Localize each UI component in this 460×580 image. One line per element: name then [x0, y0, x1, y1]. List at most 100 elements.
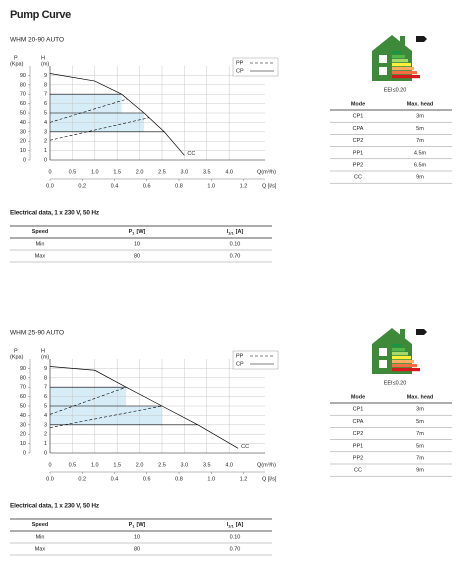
energy-bar: [392, 71, 417, 75]
y-tick-label: 0: [44, 450, 47, 456]
header-text: Speed: [32, 229, 49, 235]
x2-tick-label: 1.0: [207, 183, 215, 189]
table-cell: 0.10: [230, 241, 241, 247]
table-cell: 10: [134, 534, 140, 540]
y-tick-label: 9: [44, 73, 47, 79]
header-sub: 1/1: [228, 524, 234, 529]
x-tick-label: 0: [48, 169, 51, 175]
table-header: Mode: [351, 394, 365, 400]
table-cell: 6.5m: [414, 162, 427, 168]
y2-tick-label: 90: [20, 73, 26, 79]
energy-bar: [392, 368, 420, 372]
x-tick-label: 0: [48, 462, 51, 468]
chimney: [400, 329, 405, 338]
energy-bar: [392, 356, 411, 360]
x-tick-label: 2.5: [158, 169, 166, 175]
table-cell: 9m: [416, 468, 424, 474]
y2-tick-label: 20: [20, 432, 26, 438]
header-sub: 1: [132, 524, 135, 529]
table-cell: CP2: [353, 431, 364, 437]
table-cell: PP1: [353, 150, 363, 156]
window: [379, 360, 387, 368]
header-unit: [W]: [137, 229, 146, 235]
energy-bar: [392, 63, 411, 67]
x-axis-label: Q(m³/h): [257, 462, 276, 468]
y2-tick-label: 70: [20, 92, 26, 98]
y2-tick-label: 50: [20, 403, 26, 409]
pp-line: [49, 405, 163, 428]
table-cell: CPA: [353, 419, 364, 425]
window: [379, 348, 387, 356]
legend-box: [232, 350, 279, 370]
table-cell: 5m: [416, 126, 424, 132]
energy-bar: [392, 352, 408, 356]
table-cell: 7m: [416, 138, 424, 144]
x2-tick-label: 1.0: [207, 476, 215, 482]
y2-tick-label: 60: [20, 101, 26, 107]
x-axis-label: Q(m³/h): [257, 169, 276, 175]
table-header: Speed: [32, 522, 49, 528]
y-tick-label: 8: [44, 375, 47, 381]
energy-bar: [392, 360, 414, 364]
y-axis-label: H: [41, 348, 45, 354]
y2-axis-label: P: [14, 348, 18, 354]
y-tick-label: 7: [44, 92, 47, 98]
x2-tick-label: 0.6: [143, 183, 151, 189]
x-tick-label: 1.5: [113, 169, 121, 175]
y2-tick-label: 40: [20, 120, 26, 126]
section-heading: Electrical data, 1 x 230 V, 50 Hz: [10, 503, 100, 510]
x-tick-label: 2.5: [158, 462, 166, 468]
y-tick-label: 5: [44, 403, 47, 409]
table-cell: Max: [35, 253, 46, 259]
table-header: Max. head: [407, 101, 434, 107]
table-cell: CPA: [353, 126, 364, 132]
y2-tick-label: 30: [20, 422, 26, 428]
energy-bar: [392, 67, 414, 71]
y2-tick-label: 0: [23, 450, 26, 456]
x2-tick-label: 0.2: [78, 476, 86, 482]
x2-tick-label: 0.0: [46, 183, 54, 189]
header-text: I: [227, 522, 229, 528]
table-cell: 80: [134, 253, 140, 259]
y2-tick-label: 10: [20, 148, 26, 154]
y2-tick-label: 10: [20, 441, 26, 447]
y-tick-label: 9: [44, 366, 47, 372]
table-cell: 9m: [416, 175, 424, 181]
curve-label: CC: [241, 444, 249, 450]
y-tick-label: 1: [44, 148, 47, 154]
x-tick-label: 1.0: [91, 462, 99, 468]
y2-axis-label: P: [14, 55, 18, 61]
table-cell: 5m: [416, 419, 424, 425]
y-tick-label: 8: [44, 82, 47, 88]
table-cell: Min: [36, 241, 45, 247]
table-cell: 7m: [416, 431, 424, 437]
legend-label: PP: [236, 60, 244, 66]
x2-tick-label: 0.6: [143, 476, 151, 482]
y2-tick-label: 60: [20, 394, 26, 400]
table-cell: 80: [134, 546, 140, 552]
x2-tick-label: 1.2: [240, 476, 248, 482]
x2-tick-label: 0.4: [111, 476, 119, 482]
pp-line: [49, 98, 128, 123]
legend-label: CP: [236, 68, 244, 74]
table-header: Max. head: [407, 394, 434, 400]
table-header: P1 [W]: [129, 229, 146, 235]
energy-bar: [392, 75, 420, 79]
x-tick-label: 1.5: [113, 462, 121, 468]
energy-bar: [392, 59, 408, 63]
table-cell: 0.70: [230, 546, 241, 552]
curve-label: CC: [187, 151, 195, 157]
x2-tick-label: 0.8: [175, 183, 183, 189]
x-tick-label: 2.0: [136, 169, 144, 175]
table-cell: 7m: [416, 455, 424, 461]
y2-tick-label: 30: [20, 129, 26, 135]
y2-axis-label: (Kpa): [10, 354, 24, 360]
table-cell: CC: [354, 175, 362, 181]
y2-tick-label: 40: [20, 413, 26, 419]
table-cell: CP1: [353, 407, 364, 413]
y-tick-label: 3: [44, 422, 47, 428]
x-tick-label: 4.0: [225, 169, 233, 175]
x2-tick-label: 1.2: [240, 183, 248, 189]
window: [379, 67, 387, 75]
table-cell: CP2: [353, 138, 364, 144]
